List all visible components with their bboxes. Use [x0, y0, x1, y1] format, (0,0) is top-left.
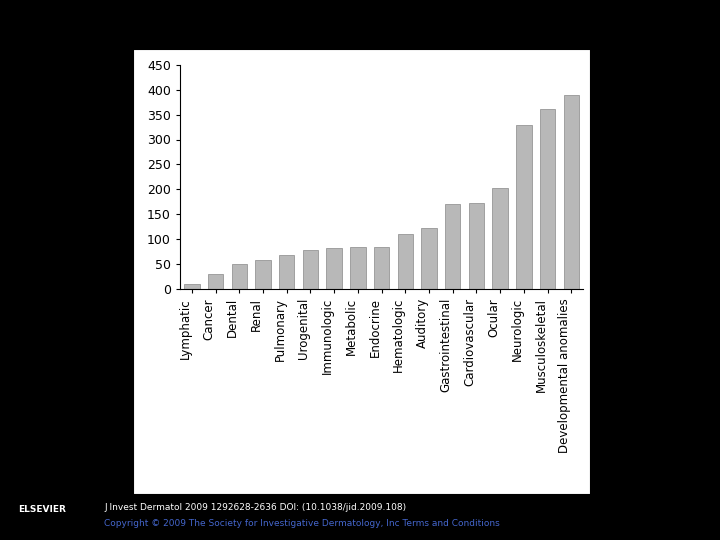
Bar — [232, 264, 247, 289]
Bar — [326, 247, 342, 289]
Bar — [350, 247, 366, 289]
Bar — [540, 109, 555, 289]
Bar — [184, 284, 199, 289]
Bar — [469, 203, 484, 289]
Bar — [374, 247, 390, 289]
Text: Figure 4: Figure 4 — [327, 16, 393, 34]
Bar — [421, 228, 437, 289]
Bar — [397, 234, 413, 289]
Bar — [445, 204, 461, 289]
Bar — [302, 250, 318, 289]
Text: ELSEVIER: ELSEVIER — [18, 505, 66, 514]
Bar — [279, 255, 294, 289]
Text: J Invest Dermatol 2009 1292628-2636 DOI: (10.1038/jid.2009.108): J Invest Dermatol 2009 1292628-2636 DOI:… — [104, 503, 407, 512]
Bar — [492, 188, 508, 289]
Bar — [256, 260, 271, 289]
Bar — [516, 125, 531, 289]
Bar — [208, 274, 223, 289]
Bar — [564, 94, 579, 289]
Text: Copyright © 2009 The Society for Investigative Dermatology, Inc Terms and Condit: Copyright © 2009 The Society for Investi… — [104, 519, 500, 529]
